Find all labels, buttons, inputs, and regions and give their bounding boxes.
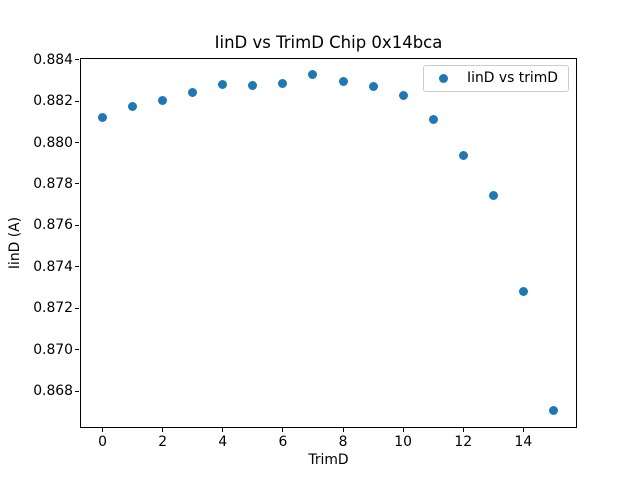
- y-axis-label: IinD (A): [7, 216, 23, 270]
- x-tick-label: 0: [98, 434, 107, 450]
- x-tick-mark: [522, 428, 524, 432]
- x-tick-label: 8: [338, 434, 348, 450]
- y-tick-label: 0.878: [33, 175, 73, 192]
- x-tick-label: 6: [278, 434, 288, 450]
- data-point: [188, 88, 198, 98]
- data-point: [368, 81, 378, 91]
- y-tick-mark: [75, 390, 79, 392]
- data-point: [548, 405, 558, 415]
- legend-marker-icon: [439, 74, 448, 83]
- y-tick-label: 0.870: [33, 341, 73, 358]
- data-point: [98, 113, 108, 123]
- data-point: [458, 151, 468, 161]
- x-tick-label: 14: [514, 434, 533, 450]
- data-point: [248, 80, 258, 90]
- x-tick-label: 12: [454, 434, 473, 450]
- x-tick-label: 10: [394, 434, 412, 450]
- y-tick-label: 0.872: [33, 300, 73, 317]
- y-tick-mark: [75, 100, 79, 102]
- x-tick-mark: [462, 428, 464, 432]
- y-tick-mark: [75, 266, 79, 268]
- legend: IinD vs trimD: [423, 65, 569, 92]
- data-point: [488, 190, 498, 200]
- data-point: [338, 76, 348, 86]
- data-point: [128, 102, 138, 112]
- data-point: [518, 286, 528, 296]
- data-point: [278, 78, 288, 88]
- x-tick-mark: [282, 428, 284, 432]
- x-tick-mark: [402, 428, 404, 432]
- y-tick-mark: [75, 224, 79, 226]
- data-point: [158, 95, 168, 105]
- x-tick-mark: [222, 428, 224, 432]
- x-tick-mark: [162, 428, 164, 432]
- y-tick-mark: [75, 59, 79, 61]
- plot-area: [80, 58, 577, 428]
- y-tick-mark: [75, 183, 79, 185]
- data-point: [398, 91, 408, 101]
- data-point: [428, 114, 438, 124]
- x-axis-label: TrimD: [308, 452, 349, 468]
- data-point: [218, 80, 228, 90]
- y-tick-label: 0.880: [33, 134, 73, 151]
- y-tick-label: 0.882: [33, 93, 73, 110]
- x-tick-mark: [342, 428, 344, 432]
- y-tick-mark: [75, 142, 79, 144]
- y-tick-mark: [75, 307, 79, 309]
- data-point: [308, 70, 318, 80]
- y-tick-label: 0.874: [33, 258, 73, 275]
- y-tick-mark: [75, 349, 79, 351]
- y-tick-label: 0.884: [33, 51, 73, 68]
- x-tick-label: 4: [218, 434, 228, 450]
- x-tick-mark: [102, 428, 104, 432]
- legend-label: IinD vs trimD: [467, 70, 558, 86]
- y-tick-label: 0.876: [33, 217, 73, 234]
- x-tick-label: 2: [158, 434, 168, 450]
- y-tick-label: 0.868: [33, 383, 73, 400]
- chart-title: IinD vs TrimD Chip 0x14bca: [214, 33, 443, 52]
